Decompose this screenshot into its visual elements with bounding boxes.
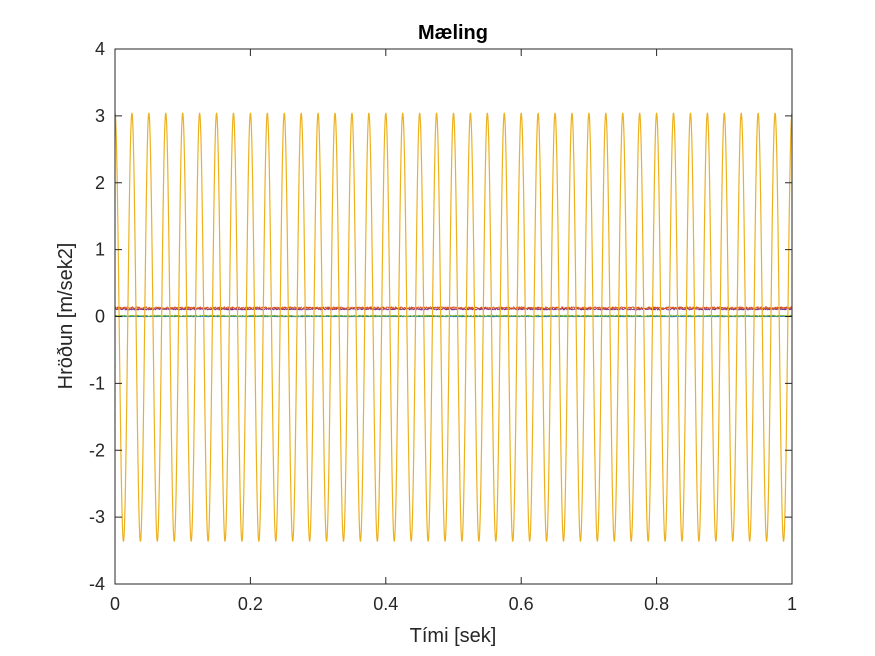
tick-layer: 0 0.2 0.4 0.6 0.8 1 -4 -3 -2 -1 0 1 2 3 4 (89, 39, 797, 614)
y-tick-label: -3 (89, 507, 105, 527)
y-tick-label: 0 (95, 307, 105, 327)
y-tick-label: 2 (95, 173, 105, 193)
y-tick-label: 3 (95, 106, 105, 126)
x-tick-label: 1 (787, 594, 797, 614)
series-line-3 (114, 314, 793, 317)
x-tick-label: 0.8 (644, 594, 669, 614)
x-tick-label: 0.6 (509, 594, 534, 614)
series-layer (114, 112, 793, 542)
series-line-0 (114, 112, 793, 542)
series-line-1 (114, 306, 793, 310)
y-tick-label: 4 (95, 39, 105, 59)
y-tick-label: 1 (95, 240, 105, 260)
x-tick-label: 0.2 (238, 594, 263, 614)
y-tick-label: -4 (89, 574, 105, 594)
x-tick-label: 0 (110, 594, 120, 614)
y-tick-label: -1 (89, 373, 105, 393)
x-tick-label: 0.4 (373, 594, 398, 614)
y-axis-label: Hröðun [m/sek2] (55, 243, 77, 390)
x-axis-label: Tími [sek] (410, 625, 497, 647)
chart-title: Mæling (418, 22, 488, 44)
y-tick-label: -2 (89, 440, 105, 460)
